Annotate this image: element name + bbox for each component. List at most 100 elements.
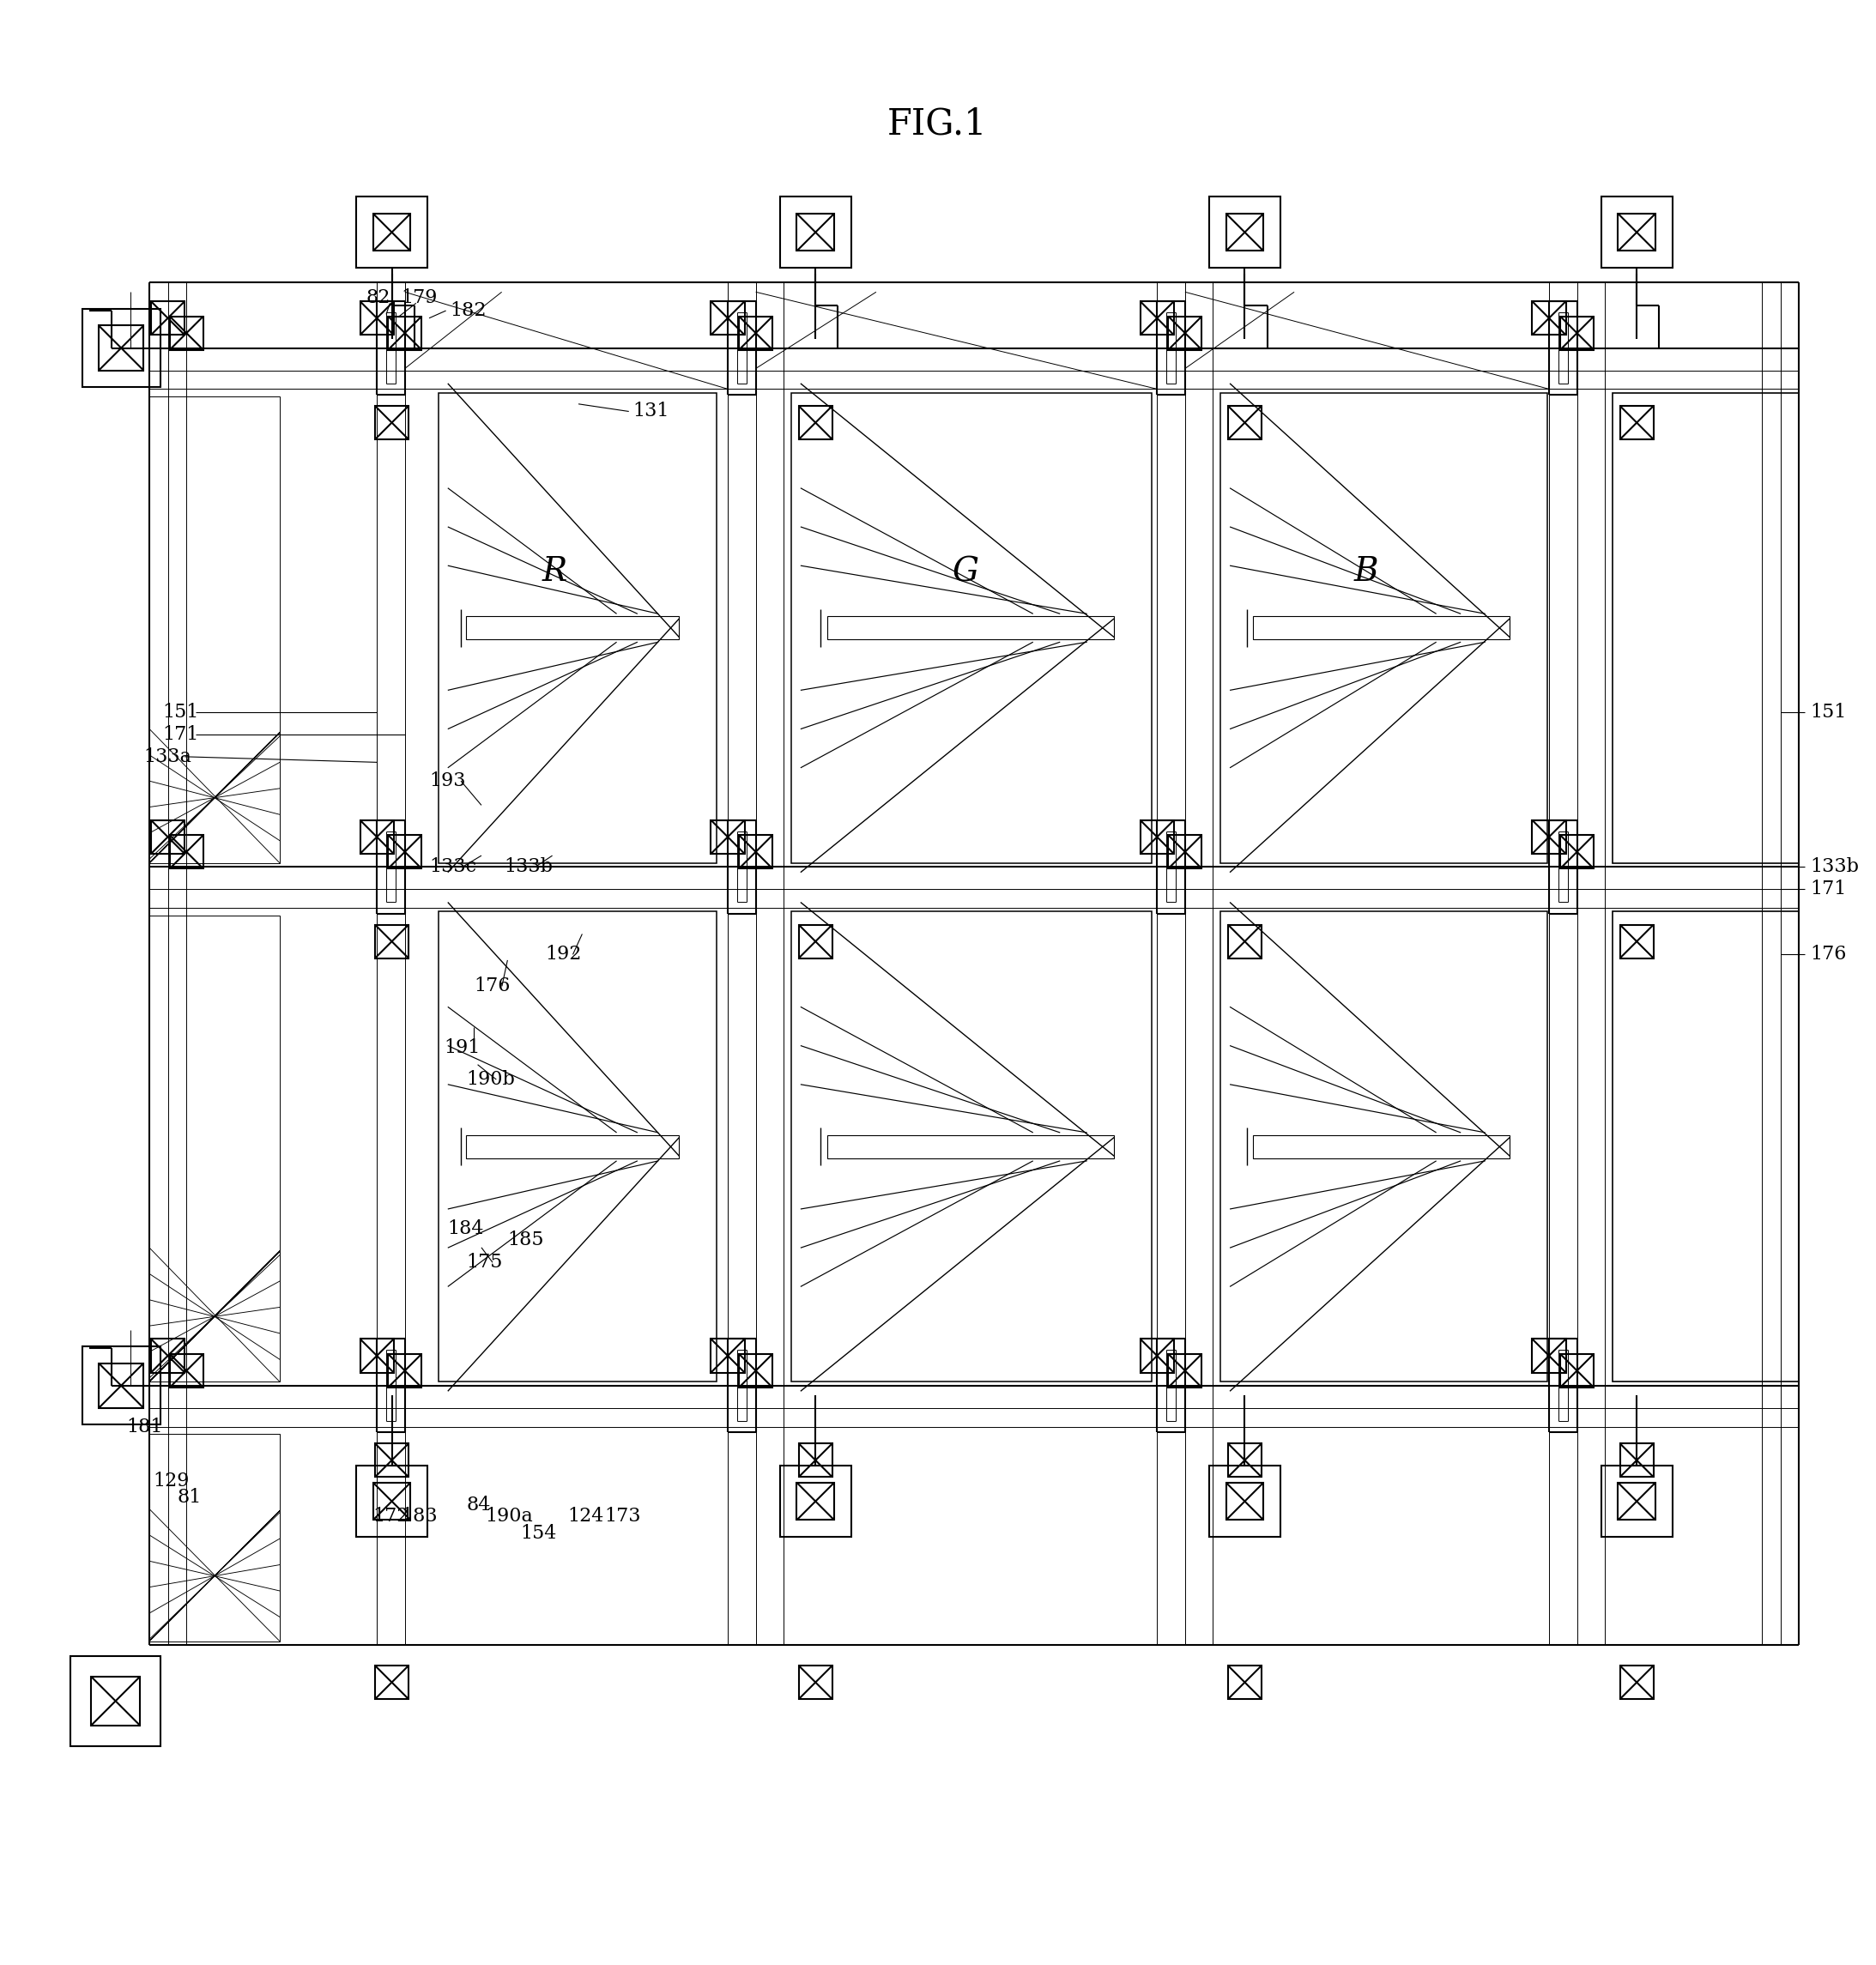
Bar — [780, 196, 852, 267]
Bar — [711, 301, 745, 334]
Text: 129: 129 — [152, 1472, 189, 1489]
Bar — [1621, 407, 1653, 440]
Bar — [169, 835, 203, 869]
Bar — [150, 397, 280, 863]
Bar — [1229, 926, 1261, 959]
Text: 190a: 190a — [486, 1507, 533, 1525]
Bar — [1561, 835, 1595, 869]
Bar — [739, 1354, 773, 1387]
Bar — [792, 393, 1152, 863]
Bar — [439, 393, 717, 863]
Bar — [1221, 393, 1548, 863]
Bar — [780, 1466, 852, 1537]
Bar — [1229, 407, 1261, 440]
Bar — [373, 1484, 411, 1521]
Bar — [83, 1346, 159, 1425]
Text: 81: 81 — [176, 1488, 201, 1507]
Bar — [99, 1364, 144, 1409]
Bar — [356, 196, 428, 267]
Bar — [1533, 301, 1566, 334]
Bar — [373, 214, 411, 252]
Bar — [71, 1656, 159, 1745]
Bar — [1621, 1666, 1653, 1700]
Text: 179: 179 — [401, 289, 437, 307]
Bar — [799, 926, 833, 959]
Bar — [1169, 316, 1203, 350]
Text: 133b: 133b — [505, 857, 553, 876]
Bar — [439, 912, 717, 1381]
Bar — [467, 617, 679, 641]
Bar — [1210, 196, 1279, 267]
Text: 133a: 133a — [144, 747, 191, 766]
Bar — [1253, 617, 1510, 641]
Bar — [388, 316, 422, 350]
Text: 171: 171 — [1810, 880, 1846, 898]
Bar — [388, 835, 422, 869]
Text: B: B — [1354, 556, 1379, 588]
Bar — [467, 1136, 679, 1159]
Text: 190b: 190b — [467, 1071, 516, 1089]
Text: 176: 176 — [1810, 945, 1846, 965]
Bar — [375, 407, 409, 440]
Bar — [1141, 819, 1174, 853]
Bar — [1619, 214, 1655, 252]
Text: 133b: 133b — [1810, 857, 1859, 876]
Text: 182: 182 — [450, 301, 486, 320]
Text: 193: 193 — [430, 772, 465, 790]
Bar — [152, 301, 184, 334]
Bar — [150, 1434, 280, 1641]
Bar — [1533, 819, 1566, 853]
Bar — [356, 1466, 428, 1537]
Bar — [152, 1338, 184, 1372]
Bar — [1619, 1484, 1655, 1521]
Text: 181: 181 — [128, 1417, 163, 1436]
Bar — [792, 912, 1152, 1381]
Text: R: R — [542, 556, 567, 588]
Text: 185: 185 — [508, 1230, 544, 1250]
Bar — [169, 316, 203, 350]
Bar — [1229, 1444, 1261, 1478]
Text: 176: 176 — [475, 977, 510, 996]
Bar — [169, 1354, 203, 1387]
Bar — [1533, 1338, 1566, 1372]
Text: 183: 183 — [401, 1507, 437, 1525]
Text: 151: 151 — [1810, 702, 1846, 721]
Text: 154: 154 — [520, 1523, 557, 1543]
Bar — [739, 835, 773, 869]
Bar — [1561, 316, 1595, 350]
Text: G: G — [951, 556, 977, 588]
Bar — [1221, 912, 1548, 1381]
Bar — [375, 926, 409, 959]
Bar — [799, 407, 833, 440]
Bar — [360, 301, 394, 334]
Bar — [797, 1484, 835, 1521]
Bar — [1613, 393, 1799, 863]
Bar — [1169, 1354, 1203, 1387]
Text: 175: 175 — [467, 1254, 503, 1271]
Bar — [799, 1666, 833, 1700]
Bar — [92, 1676, 141, 1725]
Text: 151: 151 — [161, 702, 199, 721]
Bar — [99, 326, 144, 369]
Bar — [388, 1354, 422, 1387]
Bar — [1561, 1354, 1595, 1387]
Text: 131: 131 — [632, 403, 670, 421]
Bar — [1141, 301, 1174, 334]
Text: 172: 172 — [373, 1507, 409, 1525]
Text: 171: 171 — [161, 725, 199, 743]
Bar — [739, 316, 773, 350]
Bar — [1602, 1466, 1672, 1537]
Bar — [1621, 926, 1653, 959]
Bar — [799, 1444, 833, 1478]
Bar — [1602, 196, 1672, 267]
Bar — [711, 1338, 745, 1372]
Bar — [797, 214, 835, 252]
Bar — [83, 309, 159, 387]
Text: 192: 192 — [544, 945, 582, 965]
Text: 124: 124 — [567, 1507, 604, 1525]
Bar — [1253, 1136, 1510, 1159]
Bar — [360, 1338, 394, 1372]
Bar — [1169, 835, 1203, 869]
Text: FIG.1: FIG.1 — [887, 106, 987, 141]
Text: 84: 84 — [467, 1495, 492, 1515]
